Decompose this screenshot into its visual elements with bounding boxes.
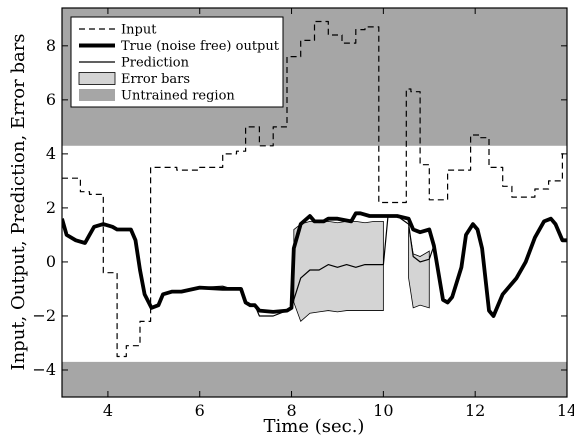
- y-tick-label: 8: [46, 36, 56, 55]
- error-band-1: [408, 226, 430, 309]
- legend-label: Untrained region: [121, 89, 235, 104]
- untrained-region-1: [62, 361, 567, 397]
- y-tick-label: −4: [32, 360, 56, 379]
- x-tick-label: 6: [195, 401, 205, 420]
- x-axis-label: Time (sec.): [264, 416, 365, 437]
- y-tick-label: −2: [32, 306, 56, 325]
- prediction-series-line: [62, 215, 567, 317]
- legend-label: Error bars: [121, 72, 190, 87]
- x-tick-label: 14: [557, 401, 574, 420]
- y-tick-label: 4: [46, 144, 56, 163]
- input-series-line: [62, 20, 567, 358]
- error-band-0: [293, 221, 384, 323]
- legend-swatch-light: [78, 72, 116, 85]
- y-tick-label: 2: [46, 198, 56, 217]
- legend-label: Prediction: [121, 56, 190, 71]
- data-lines: [62, 20, 567, 358]
- x-tick-label: 4: [103, 401, 113, 420]
- x-tick-label: 10: [373, 401, 393, 420]
- legend-label: Input: [121, 23, 157, 38]
- y-tick-label: 6: [46, 90, 56, 109]
- x-axis-ticks: 4 6 8 10 12 14: [103, 8, 574, 420]
- x-tick-label: 8: [286, 401, 296, 420]
- plot-frame: [61, 7, 568, 398]
- error-bar-bands: [293, 221, 430, 323]
- legend-swatch-dark: [79, 89, 115, 101]
- legend-label: True (noise free) output: [121, 39, 280, 54]
- y-tick-label: 0: [46, 252, 56, 271]
- x-tick-label: 12: [465, 401, 485, 420]
- y-axis-label: Input, Output, Prediction, Error bars: [8, 33, 29, 370]
- y-axis-ticks: −4 −2 0 2 4 6 8: [32, 36, 567, 379]
